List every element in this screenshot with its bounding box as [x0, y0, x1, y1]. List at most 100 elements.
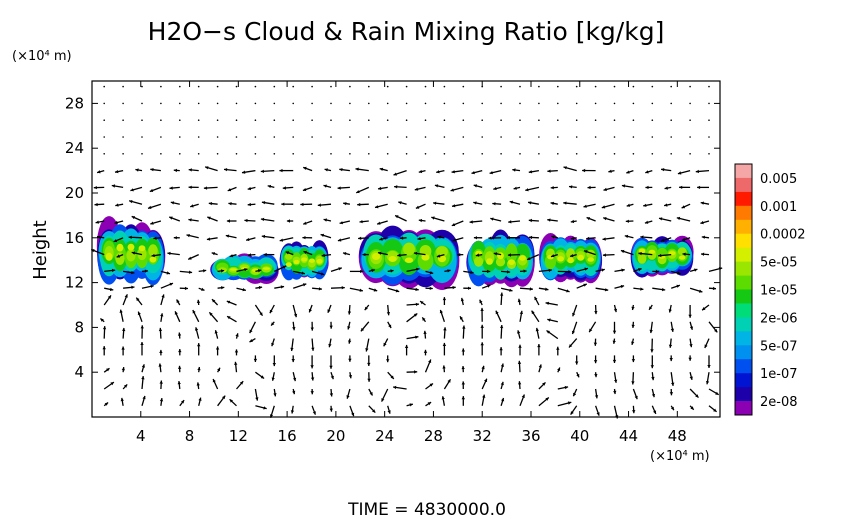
wind-vector: [203, 186, 218, 190]
wind-vector: [518, 344, 522, 356]
wind-vector: [661, 168, 672, 172]
wind-vector: [387, 287, 400, 293]
wind-vector: [261, 234, 275, 239]
wind-vector: [323, 184, 332, 189]
wind-vector: [513, 186, 521, 190]
cloud-cell: [293, 259, 300, 265]
wind-vector: [179, 136, 181, 138]
x-tick-label: 20: [326, 427, 345, 445]
wind-vector: [225, 234, 237, 239]
wind-vector: [376, 220, 388, 225]
colorbar-label: 1e-05: [760, 284, 798, 299]
wind-vector: [651, 153, 654, 155]
wind-vector: [689, 85, 691, 88]
wind-vector: [556, 346, 560, 356]
wind-vector: [348, 372, 353, 379]
wind-vector: [424, 102, 427, 105]
cloud-cell: [148, 244, 158, 257]
wind-vector: [111, 184, 124, 189]
wind-vector: [668, 304, 672, 313]
wind-vector: [179, 85, 181, 88]
wind-vector: [381, 388, 389, 402]
wind-vector: [365, 338, 370, 352]
wind-vector: [330, 136, 332, 138]
wind-vector: [572, 304, 578, 317]
wind-vector: [417, 237, 426, 241]
wind-vector: [368, 268, 375, 273]
wind-vector: [235, 333, 239, 339]
wind-vector: [519, 310, 523, 322]
x-axis: 4 8 12 16 20 24 28 32 36 40 44 48: [136, 81, 687, 445]
wind-vector: [216, 119, 219, 121]
wind-vector: [570, 219, 577, 224]
wind-vector: [681, 203, 691, 209]
wind-vector: [160, 153, 162, 155]
wind-vector: [689, 405, 695, 411]
wind-vector: [115, 203, 124, 207]
wind-vector: [462, 85, 465, 88]
wind-vector: [135, 168, 143, 172]
wind-vector: [311, 85, 313, 88]
wind-vector: [481, 102, 484, 105]
wind-vector: [229, 398, 237, 407]
wind-vector: [321, 253, 332, 258]
wind-vector: [329, 388, 334, 397]
y-tick-label: 16: [65, 229, 84, 247]
wind-vector: [421, 317, 427, 323]
colorbar-swatch: [735, 331, 752, 346]
wind-vector: [330, 153, 332, 155]
wind-vector: [122, 383, 128, 390]
wind-vector: [443, 327, 447, 339]
wind-vector: [415, 203, 426, 209]
wind-vector: [612, 321, 617, 334]
wind-vector: [538, 364, 542, 373]
wind-vector: [339, 220, 351, 225]
wind-vector: [595, 268, 605, 273]
cloud-cell: [388, 256, 397, 262]
wind-vector: [632, 388, 638, 400]
wind-vector: [197, 343, 201, 356]
wind-vector: [235, 153, 238, 155]
wind-vector: [614, 284, 625, 289]
wind-vector: [311, 153, 313, 155]
cloud-region: [210, 253, 279, 284]
wind-vector: [151, 253, 161, 258]
wind-vector: [670, 405, 675, 411]
wind-vector: [159, 380, 163, 390]
wind-vector: [204, 166, 218, 172]
wind-vector: [303, 250, 313, 256]
wind-vector: [158, 363, 162, 373]
wind-vector: [681, 237, 691, 242]
wind-vector: [364, 304, 370, 311]
wind-vector: [518, 381, 522, 390]
wind-vector: [194, 327, 200, 339]
wind-vector: [670, 119, 672, 121]
wind-vector: [501, 270, 511, 274]
wind-vector: [488, 236, 502, 240]
wind-vector: [96, 169, 105, 174]
wind-vector: [290, 338, 294, 352]
cloud-cell: [587, 257, 594, 262]
wind-vector: [368, 388, 374, 396]
wind-vector: [473, 201, 483, 205]
wind-vector: [95, 220, 105, 224]
wind-vector: [149, 186, 162, 193]
wind-vector: [387, 405, 391, 414]
wind-vector: [568, 185, 577, 189]
wind-vector: [114, 220, 124, 225]
wind-vector: [405, 85, 408, 88]
wind-vector: [431, 216, 445, 222]
wind-vector: [103, 402, 109, 407]
wind-vector: [217, 367, 221, 373]
wind-vector: [386, 119, 389, 121]
wind-vector: [462, 102, 465, 105]
wind-vector: [517, 360, 522, 373]
wind-vector: [247, 202, 256, 207]
wind-vector: [424, 359, 432, 373]
wind-vector: [286, 219, 294, 223]
wind-vector: [236, 287, 247, 292]
wind-vector: [103, 85, 105, 88]
wind-vector: [311, 270, 325, 276]
wind-vector: [131, 251, 143, 256]
colorbar-label: 2e-08: [760, 395, 798, 410]
